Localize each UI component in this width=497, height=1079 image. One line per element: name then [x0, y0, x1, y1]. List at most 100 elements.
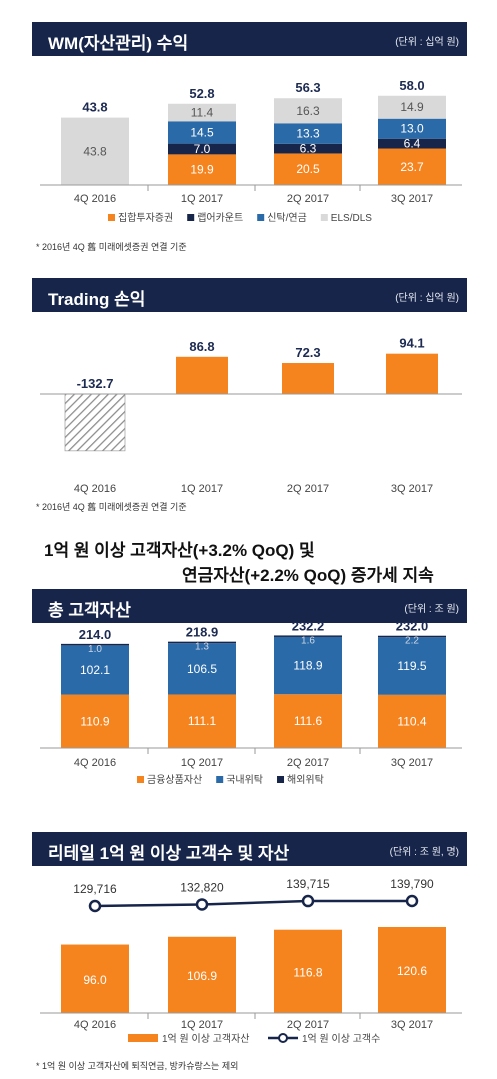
assets-data-label: 106.5 [187, 662, 217, 676]
assets-data-label: 110.4 [397, 714, 426, 728]
wm-data-label: 6.4 [404, 137, 421, 151]
assets-header: 총 고객자산 (단위 : 조 원) [32, 589, 467, 623]
wm-bar-1 [168, 154, 236, 185]
trading-data-label: -132.7 [77, 376, 114, 391]
assets-bar-1 [61, 694, 129, 748]
assets-total-label: 232.0 [396, 619, 429, 634]
trading-footnote: * 2016년 4Q 舊 미래에셋증권 연결 기준 [36, 502, 187, 512]
assets-data-label: 1.6 [301, 635, 315, 646]
retail-header: 리테일 1억 원 이상 고객수 및 자산 (단위 : 조 원, 명) [32, 832, 467, 866]
wm-data-label: 14.5 [190, 125, 214, 139]
wm-total-label: 58.0 [399, 78, 424, 93]
wm-unit: (단위 : 십억 원) [395, 37, 459, 48]
retail-bar [378, 927, 446, 1013]
retail-bar [61, 944, 129, 1013]
wm-title: WM(자산관리) 수익 [48, 34, 189, 53]
wm-data-label: 14.9 [400, 100, 424, 114]
retail-bar-label: 116.8 [293, 965, 322, 979]
wm-total-label: 52.8 [189, 86, 214, 101]
assets-bar-3 [378, 635, 446, 638]
assets-data-label: 111.6 [294, 714, 323, 728]
assets-chart: 110.9 102.1 1.0 214.0 111.1 106.5 1.3 218.9 111.… [40, 618, 462, 786]
trading-title: Trading 손익 [48, 290, 146, 309]
wm-data-label: 6.3 [300, 142, 317, 156]
assets-bar-2 [61, 645, 129, 695]
wm-data-label: 19.9 [190, 163, 214, 177]
assets-data-label: 2.2 [405, 636, 419, 647]
assets-bar-3 [274, 635, 342, 637]
headline-line2: 연금자산(+2.2% QoQ) 증가세 지속 [182, 566, 434, 585]
assets-data-label: 119.5 [397, 659, 426, 673]
retail-bar [168, 936, 236, 1013]
assets-legend-label-2: 해외위탁 [287, 773, 324, 786]
assets-tick-label: 4Q 2016 [74, 757, 116, 769]
assets-legend-swatch-2 [277, 776, 285, 783]
retail-unit: (단위 : 조 원, 명) [389, 847, 459, 858]
trading-bar [64, 393, 126, 452]
wm-data-label: 43.8 [83, 144, 107, 158]
assets-data-label: 118.9 [293, 659, 322, 673]
retail-line-point [88, 899, 102, 913]
retail-customer-line [94, 899, 413, 908]
wm-total-label: 43.8 [82, 100, 107, 115]
retail-tick-label: 4Q 2016 [74, 1019, 116, 1031]
retail-tick-label: 2Q 2017 [287, 1019, 329, 1031]
assets-legend-label-1: 국내위탁 [226, 773, 263, 786]
wm-data-label: 23.7 [400, 160, 424, 174]
assets-bar-2 [274, 636, 342, 695]
wm-header: WM(자산관리) 수익 (단위 : 십억 원) [32, 22, 467, 56]
assets-total-label: 214.0 [79, 627, 112, 642]
wm-data-label: 7.0 [194, 142, 211, 156]
retail-bar-label: 96.0 [83, 973, 107, 987]
retail-legend-line-marker [278, 1033, 288, 1043]
assets-bar-3 [168, 641, 236, 644]
wm-bar-3 [168, 121, 236, 144]
trading-bar [282, 363, 334, 394]
wm-total-label: 56.3 [295, 80, 320, 95]
wm-data-label: 20.5 [296, 162, 320, 176]
wm-legend-swatch-0 [108, 214, 115, 221]
trading-bar [386, 353, 438, 394]
assets-bar-1 [378, 694, 446, 748]
wm-bar-1 [274, 153, 342, 185]
assets-tick-label: 1Q 2017 [181, 757, 223, 769]
assets-data-label: 110.9 [80, 714, 109, 728]
wm-tick-label: 4Q 2016 [74, 193, 116, 205]
assets-data-label: 111.1 [188, 714, 217, 728]
wm-tick-label: 3Q 2017 [391, 193, 433, 205]
trading-tick-label: 2Q 2017 [287, 483, 329, 495]
assets-data-label: 102.1 [80, 663, 110, 677]
wm-legend-label-3: ELS/DLS [331, 213, 372, 224]
wm-legend-swatch-3 [320, 214, 328, 221]
assets-legend-label-0: 금융상품자산 [147, 774, 202, 786]
wm-legend-label-1: 랩어카운트 [197, 212, 243, 224]
trading-bar [176, 356, 228, 394]
wm-footnote: * 2016년 4Q 舊 미래에셋증권 연결 기준 [36, 242, 187, 252]
trading-tick-label: 1Q 2017 [181, 483, 223, 495]
assets-tick-label: 2Q 2017 [287, 757, 329, 769]
retail-bar-label: 106.9 [187, 969, 217, 983]
wm-bar-4 [274, 98, 342, 124]
assets-total-label: 232.2 [292, 618, 325, 633]
trading-data-label: 72.3 [295, 345, 320, 360]
retail-tick-label: 1Q 2017 [181, 1019, 223, 1031]
assets-legend-swatch-0 [137, 776, 144, 783]
retail-line-point [301, 894, 315, 908]
assets-unit: (단위 : 조 원) [404, 604, 459, 615]
trading-data-label: 86.8 [189, 339, 214, 354]
assets-bar-2 [168, 643, 236, 695]
wm-legend-swatch-2 [257, 214, 265, 221]
wm-legend-swatch-1 [187, 214, 195, 221]
wm-data-label: 13.0 [400, 122, 424, 136]
assets-bar-1 [168, 694, 236, 748]
trading-tick-label: 3Q 2017 [391, 483, 433, 495]
wm-bar-2 [378, 138, 446, 149]
trading-unit: (단위 : 십억 원) [395, 293, 459, 304]
assets-total-label: 218.9 [186, 625, 219, 640]
wm-bar-3 [378, 118, 446, 139]
assets-data-label: 1.3 [195, 642, 209, 653]
wm-data-label: 13.3 [296, 127, 320, 141]
assets-title: 총 고객자산 [48, 601, 131, 620]
wm-chart: 43.8 43.8 19.9 7.0 14.5 11.4 52.8 20.5 6.313.3 16… [40, 78, 462, 224]
retail-legend-bar-label: 1억 원 이상 고객자산 [162, 1033, 250, 1045]
